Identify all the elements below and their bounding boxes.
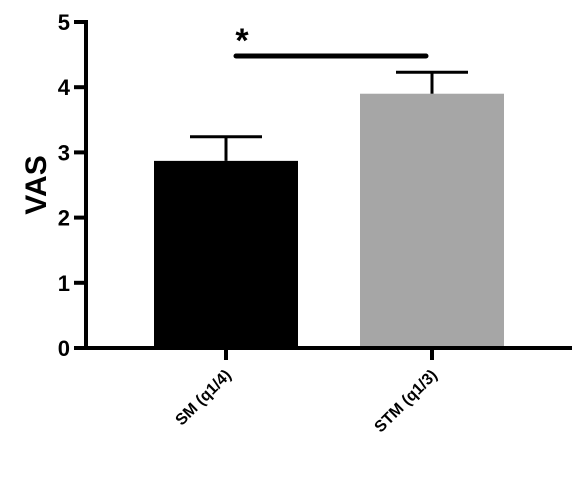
y-tick-label: 1 xyxy=(58,271,70,296)
bars xyxy=(154,70,504,348)
x-axis: SM (q1/4) STM (q1/3) xyxy=(84,346,572,436)
x-tick-label: STM (q1/3) xyxy=(372,367,441,436)
y-tick-label: 5 xyxy=(58,10,70,35)
x-tick-label: SM (q1/4) xyxy=(173,367,235,429)
y-tick-label: 4 xyxy=(58,75,71,100)
bar xyxy=(154,160,298,348)
y-axis-label: VAS xyxy=(20,155,53,214)
y-axis: 0 1 2 3 4 5 xyxy=(58,10,88,361)
significance-star: * xyxy=(235,22,249,60)
bar xyxy=(360,93,504,348)
y-tick-label: 0 xyxy=(58,336,70,361)
significance-annotation: * xyxy=(233,22,429,60)
y-tick-label: 2 xyxy=(58,206,70,231)
y-tick-label: 3 xyxy=(58,140,70,165)
